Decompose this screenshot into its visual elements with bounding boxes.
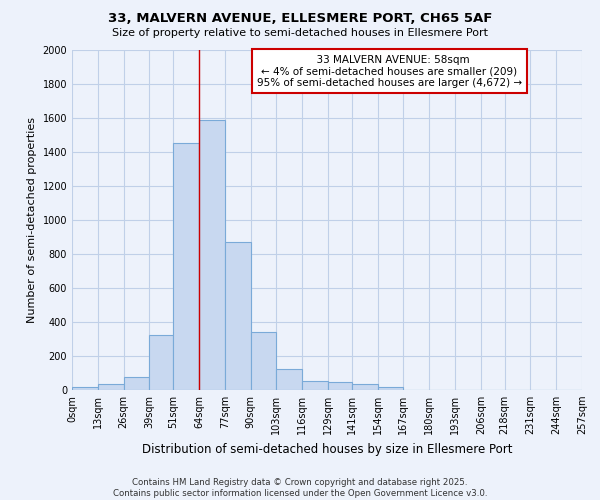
Bar [173, 144, 199, 390]
Bar [149, 335, 173, 390]
Bar [328, 382, 352, 390]
Bar [277, 369, 302, 390]
Text: 33, MALVERN AVENUE, ELLESMERE PORT, CH65 5AF: 33, MALVERN AVENUE, ELLESMERE PORT, CH65… [108, 12, 492, 26]
Bar [377, 386, 403, 390]
Text: Size of property relative to semi-detached houses in Ellesmere Port: Size of property relative to semi-detach… [112, 28, 488, 38]
Text: 33 MALVERN AVENUE: 58sqm
← 4% of semi-detached houses are smaller (209)
95% of s: 33 MALVERN AVENUE: 58sqm ← 4% of semi-de… [257, 54, 522, 88]
Bar [72, 388, 98, 390]
Y-axis label: Number of semi-detached properties: Number of semi-detached properties [27, 117, 37, 323]
Text: Contains HM Land Registry data © Crown copyright and database right 2025.
Contai: Contains HM Land Registry data © Crown c… [113, 478, 487, 498]
Bar [225, 242, 251, 390]
Bar [302, 380, 328, 390]
Bar [251, 332, 277, 390]
Bar [352, 384, 377, 390]
Bar [124, 378, 149, 390]
Bar [98, 384, 124, 390]
X-axis label: Distribution of semi-detached houses by size in Ellesmere Port: Distribution of semi-detached houses by … [142, 442, 512, 456]
Bar [199, 120, 225, 390]
